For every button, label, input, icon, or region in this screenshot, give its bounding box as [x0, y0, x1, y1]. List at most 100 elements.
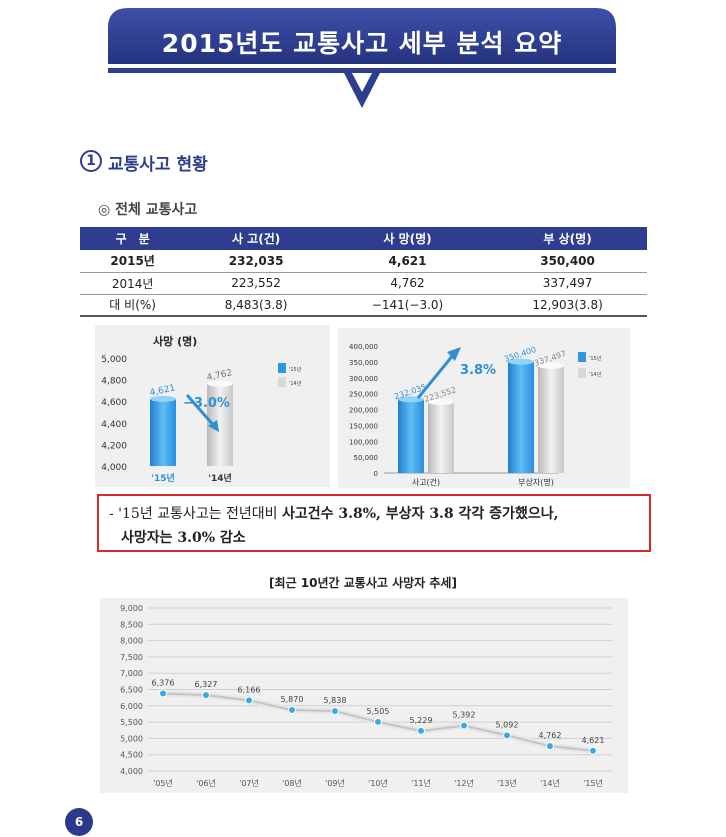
- y-tick-label: 4,600: [101, 398, 127, 408]
- data-label: 6,376: [152, 679, 175, 688]
- y-tick-label: 8,500: [120, 620, 143, 629]
- arrow-head-icon: [208, 420, 219, 432]
- data-label: 4,621: [582, 736, 605, 745]
- page-number: 6: [65, 808, 93, 836]
- data-label: 6,166: [238, 685, 261, 694]
- bar: [398, 399, 424, 473]
- y-tick-label: 4,500: [120, 751, 143, 760]
- legend-label: '15년: [589, 355, 602, 362]
- legend-swatch-2015: [578, 352, 586, 362]
- callout-highlight: 사고건수 3.8%, 부상자 3.8 각각 증가했으나,: [282, 506, 559, 522]
- data-point: [245, 696, 253, 705]
- accidents-chart-panel: 400,000 350,000 300,000 250,000 200,000 150,0…: [338, 328, 630, 488]
- table-cell: 337,497: [488, 272, 647, 295]
- y-tick-label: 4,000: [120, 767, 143, 776]
- table-cell: 4,762: [326, 272, 489, 295]
- y-tick-label: 5,000: [101, 355, 127, 365]
- header-banner: 2015년도 교통사고 세부 분석 요약: [108, 8, 616, 112]
- table-row: 2014년 223,552 4,762 337,497: [80, 272, 647, 295]
- y-tick-label: 100,000: [349, 438, 378, 446]
- banner-shape: [108, 8, 616, 108]
- data-point: [374, 717, 382, 726]
- increase-arrow-icon: [416, 353, 456, 399]
- y-tick-label: 50,000: [354, 454, 379, 462]
- x-tick-label: '11년: [411, 778, 431, 788]
- bar: [428, 402, 454, 473]
- bar: [150, 398, 176, 466]
- table-cell: 2015년: [80, 250, 186, 273]
- y-tick-label: 400,000: [349, 343, 378, 351]
- x-tick-label: 부상자(명): [518, 477, 554, 487]
- deaths-chart-panel: 사망 (명) 5,000 4,800 4,600 4,400 4,200 4,000 4,…: [95, 325, 330, 487]
- trend-chart-title: [최근 10년간 교통사고 사망자 추세]: [269, 576, 457, 590]
- data-label: 5,229: [410, 716, 433, 725]
- data-label: 6,327: [195, 680, 218, 689]
- legend-label: '14년: [589, 371, 602, 378]
- y-tick-label: 7,500: [120, 653, 143, 662]
- bar-top: [398, 396, 424, 403]
- x-tick-label: 사고(건): [412, 477, 440, 487]
- decrease-arrow-icon: [185, 394, 217, 428]
- accidents-chart: 400,000 350,000 300,000 250,000 200,000 150,0…: [349, 343, 602, 487]
- x-tick-label: '08년: [282, 778, 302, 788]
- bar: [508, 361, 534, 473]
- legend-swatch-2014: [578, 368, 586, 378]
- data-point: [202, 691, 210, 700]
- table-cell: 223,552: [185, 272, 327, 295]
- data-label: 5,870: [281, 695, 304, 704]
- y-tick-label: 250,000: [349, 391, 378, 399]
- table-header: 사 망(명): [326, 227, 489, 250]
- y-tick-label: 6,000: [120, 702, 143, 711]
- summary-table: 구 분 사 고(건) 사 망(명) 부 상(명) 2015년 232,035 4…: [80, 227, 647, 317]
- data-point: [288, 706, 296, 715]
- chart-annotation: 3.8%: [460, 363, 496, 378]
- table-cell: −141(−3.0): [326, 294, 489, 317]
- legend-swatch-2014: [278, 377, 286, 387]
- table-cell: 350,400: [488, 250, 647, 273]
- x-tick-label: '06년: [196, 778, 216, 788]
- arrow-head-icon: [447, 347, 461, 361]
- y-tick-label: 4,000: [101, 463, 127, 473]
- table-header: 구 분: [80, 227, 186, 250]
- y-tick-label: 300,000: [349, 375, 378, 383]
- page-title: 2015년도 교통사고 세부 분석 요약: [161, 29, 563, 58]
- bar-top: [428, 399, 454, 406]
- table-cell: 232,035: [185, 250, 327, 273]
- x-tick-label: '14년: [540, 778, 560, 788]
- bar-top: [538, 362, 564, 369]
- y-tick-label: 7,000: [120, 669, 143, 678]
- y-tick-label: 350,000: [349, 359, 378, 367]
- table-header: 사 고(건): [185, 227, 327, 250]
- table-row: 2015년 232,035 4,621 350,400: [80, 250, 647, 273]
- x-tick-label: '07년: [239, 778, 259, 788]
- y-tick-label: 4,200: [101, 441, 127, 451]
- x-tick-label: '15년: [151, 472, 175, 484]
- table-cell: 12,903(3.8): [488, 294, 647, 317]
- bar: [538, 365, 564, 473]
- table-cell: 4,621: [326, 250, 489, 273]
- trend-chart: 9,000 8,500 8,000 7,500 7,000 6,500 6,000 5,500…: [120, 604, 612, 788]
- legend-label: '14년: [289, 380, 302, 387]
- data-point: [159, 689, 167, 698]
- data-label: 4,762: [539, 731, 562, 740]
- x-tick-label: '13년: [497, 778, 517, 788]
- bar-top: [207, 380, 233, 387]
- data-label: 5,392: [453, 711, 476, 720]
- x-tick-label: '09년: [325, 778, 345, 788]
- summary-callout: - '15년 교통사고는 전년대비 사고건수 3.8%, 부상자 3.8 각각 …: [97, 494, 651, 552]
- data-label: 5,838: [324, 696, 347, 705]
- subsection-title: ◎ 전체 교통사고: [98, 202, 198, 218]
- y-tick-label: 0: [374, 470, 378, 478]
- chart-title: 사망 (명): [153, 334, 197, 348]
- y-tick-label: 9,000: [120, 604, 143, 613]
- chart-annotation: −3.0%: [183, 396, 230, 411]
- section-number: 1: [80, 150, 102, 172]
- table-row: 대 비(%) 8,483(3.8) −141(−3.0) 12,903(3.8): [80, 294, 647, 317]
- bar-top: [508, 358, 534, 365]
- data-label: 5,505: [367, 707, 390, 716]
- data-point: [503, 731, 511, 740]
- table-header-row: 구 분 사 고(건) 사 망(명) 부 상(명): [80, 227, 647, 250]
- y-tick-label: 8,000: [120, 637, 143, 646]
- callout-prefix: - '15년 교통사고는 전년대비: [109, 506, 282, 522]
- y-tick-label: 4,800: [101, 377, 127, 387]
